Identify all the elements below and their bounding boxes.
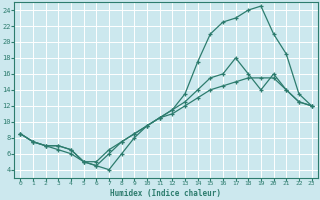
X-axis label: Humidex (Indice chaleur): Humidex (Indice chaleur) (110, 189, 221, 198)
